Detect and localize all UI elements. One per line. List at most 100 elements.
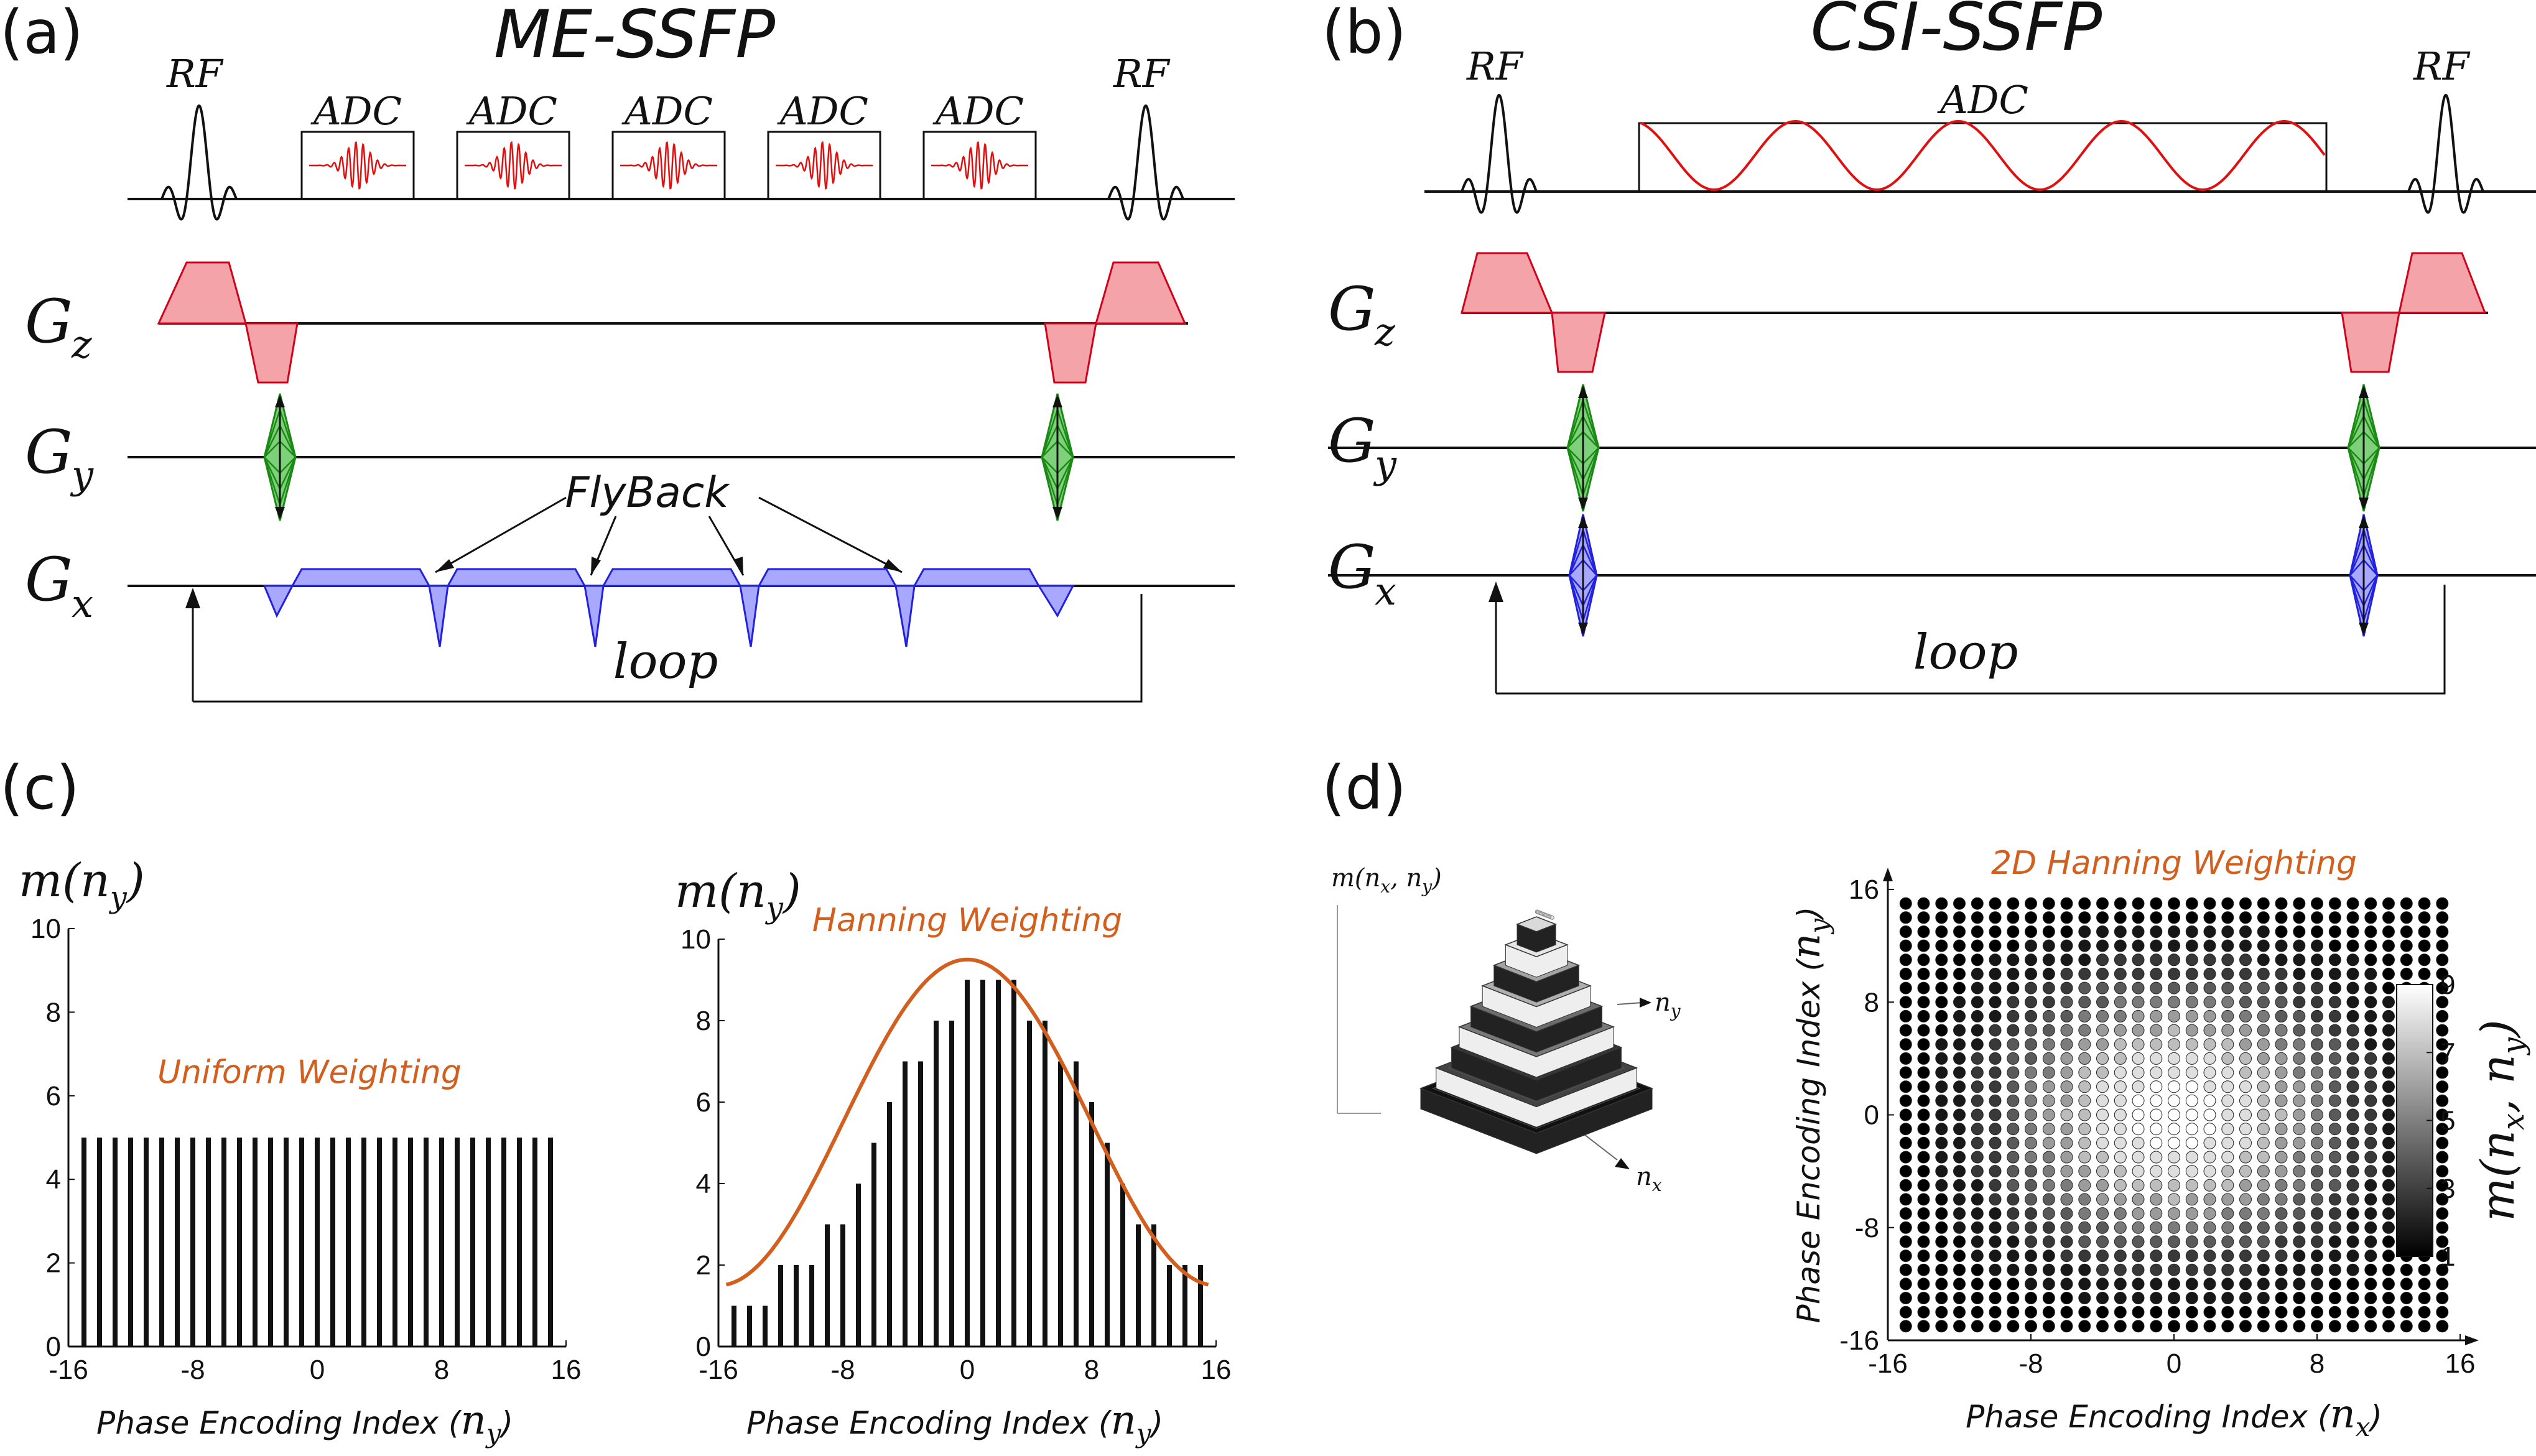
loop-bracket-b (1496, 585, 2446, 695)
x-tick-label: -8 (830, 1355, 855, 1385)
weight-dot (1971, 925, 1984, 938)
weight-dot (2025, 1009, 2037, 1022)
weight-dot (2328, 1263, 2341, 1276)
weight-dot (1953, 1179, 1966, 1192)
weight-dot (2364, 897, 2377, 910)
weight-dot (2400, 939, 2413, 952)
weight-dot (2168, 1292, 2180, 1304)
bar--9 (825, 1224, 830, 1347)
weight-dot (2150, 897, 2163, 910)
weight-dot (2025, 1292, 2037, 1304)
bar--11 (144, 1138, 149, 1347)
bar-13 (517, 1138, 522, 1347)
weight-dot (2185, 1009, 2198, 1022)
weight-dot (2418, 1320, 2431, 1333)
weight-dot (2060, 1320, 2073, 1333)
weight-dot (2185, 1094, 2198, 1107)
weight-dot (1899, 1123, 1912, 1136)
weight-dot (2311, 1263, 2323, 1276)
svg-text:z: z (71, 322, 92, 367)
weight-dot (2382, 953, 2395, 967)
weight-dot (2150, 1320, 2163, 1333)
surface-cell (1549, 915, 1554, 920)
weight-dot (2364, 1009, 2377, 1022)
weight-dot (2060, 939, 2073, 952)
weight-dot (2436, 1207, 2449, 1220)
bar-2 (346, 1138, 351, 1347)
weight-dot (1953, 1292, 1966, 1304)
weight-dot (2311, 953, 2323, 967)
weight-dot (2257, 1277, 2270, 1291)
weight-dot (2293, 1165, 2306, 1178)
bar-0 (965, 980, 970, 1347)
weight-dot (2042, 1080, 2055, 1093)
weight-dot (2257, 981, 2270, 995)
weight-dot (1971, 1277, 1984, 1291)
bar--10 (809, 1265, 814, 1347)
weight-dot (2382, 911, 2395, 924)
phase-arrow-up (1052, 395, 1062, 407)
weight-dot (2114, 1193, 2127, 1206)
weight-dot (2007, 939, 2020, 952)
weight-dot (2257, 897, 2270, 910)
surface-ring-9 (1515, 916, 1558, 932)
weight-dot (2114, 1263, 2127, 1276)
weight-dot (2364, 1320, 2377, 1333)
weight-dot (2060, 981, 2073, 995)
weight-dot (2060, 1052, 2073, 1065)
weight-dot (2311, 967, 2323, 980)
weight-dot (2185, 1193, 2198, 1206)
loop-arrowhead-b (1489, 582, 1503, 602)
weight-dot (1971, 1080, 1984, 1093)
rf-pulse-left (160, 104, 238, 221)
weight-dot (2007, 1277, 2020, 1291)
bar--7 (206, 1138, 211, 1347)
x-axis-label: Phase Encoding Index (ny) (96, 1398, 513, 1449)
weight-dot (2257, 967, 2270, 980)
weight-dot (2078, 1263, 2091, 1276)
weight-dot (2382, 996, 2395, 1009)
weight-dot (2239, 1250, 2252, 1263)
weight-dot (1971, 1207, 1984, 1220)
weight-dot (2275, 1123, 2288, 1136)
weight-dot (2311, 1151, 2323, 1164)
weight-dot (2257, 1151, 2270, 1164)
weight-dot (2114, 1207, 2127, 1220)
weight-dot (1899, 1151, 1912, 1164)
weight-dot (2096, 1277, 2109, 1291)
weight-dot (1935, 967, 1948, 980)
weight-dot (2168, 925, 2180, 938)
bar--3 (268, 1138, 273, 1347)
weight-dot (2239, 911, 2252, 924)
weight-dot (2203, 911, 2216, 924)
weight-dot (2346, 1151, 2359, 1164)
weight-dot (2239, 1165, 2252, 1178)
weight-dot (1989, 953, 2002, 967)
weight-dot (2185, 1221, 2198, 1234)
weight-dot (2114, 897, 2127, 910)
weight-dot (2203, 1207, 2216, 1220)
weight-dot (2436, 1052, 2449, 1065)
adc-label-3: ADC (621, 88, 713, 134)
weight-dot (2239, 1320, 2252, 1333)
weight-dot (2418, 953, 2431, 967)
weight-dot (2239, 897, 2252, 910)
weight-dot (1917, 1292, 1930, 1304)
weight-dot (2257, 1250, 2270, 1263)
phase-arrow-down (1052, 507, 1062, 519)
adc-windows: ADC ADC ADC ADC ADC (300, 88, 1037, 200)
weight-dot (2257, 1123, 2270, 1136)
gx-flyback-lobe-4 (894, 585, 916, 647)
weight-dot (2275, 1024, 2288, 1037)
weight-dot (1953, 1052, 1966, 1065)
weight-dot (2025, 1066, 2037, 1079)
bar--12 (778, 1265, 783, 1347)
weight-dot (2203, 1094, 2216, 1107)
gx-readout-lobe-1 (290, 568, 431, 587)
weight-dot (2239, 1009, 2252, 1022)
bar-12 (501, 1138, 506, 1347)
weight-dot (2275, 1263, 2288, 1276)
weight-dot (2436, 1009, 2449, 1022)
bar--14 (97, 1138, 102, 1347)
weight-dot (2346, 939, 2359, 952)
